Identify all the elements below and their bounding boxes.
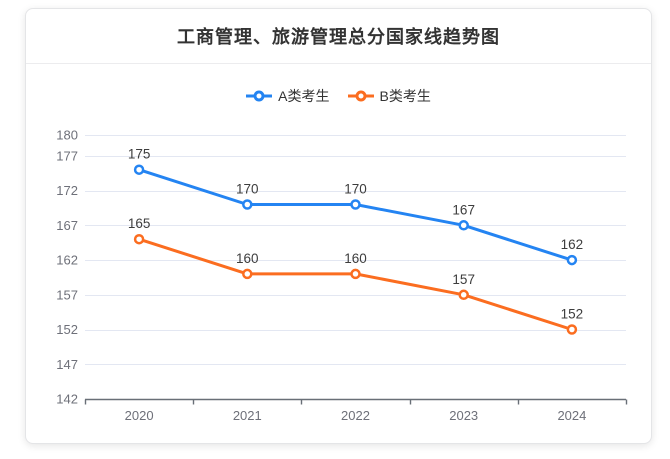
data-label: 175: [128, 147, 151, 162]
legend-label: A类考生: [278, 88, 330, 104]
y-axis-tick-label: 147: [56, 357, 78, 372]
legend-item-a[interactable]: A类考生: [246, 86, 330, 106]
data-point: [133, 164, 145, 175]
y-axis-labels: 142 147 152 157 162 167 172 177 180: [56, 128, 78, 407]
series-a: 175 170 170 167 162: [128, 147, 584, 266]
y-axis-tick-label: 142: [56, 392, 78, 407]
legend-line-marker-icon: [246, 90, 273, 102]
data-point: [458, 289, 469, 301]
y-axis-tick-label: 157: [56, 287, 78, 302]
series-b: 165 160 160 157 152: [128, 216, 584, 335]
data-point: [242, 199, 253, 210]
legend-line-marker-icon: [347, 90, 374, 102]
chart-card: 工商管理、旅游管理总分国家线趋势图 A类考生 B类考生 142 147 152 157 1…: [25, 8, 652, 444]
y-axis-tick-label: 177: [56, 148, 78, 163]
data-label: 152: [561, 307, 584, 322]
data-label: 160: [344, 251, 367, 266]
legend-item-b[interactable]: B类考生: [347, 86, 431, 106]
x-axis-tick-label: 2021: [233, 408, 262, 423]
data-label: 170: [344, 182, 367, 197]
data-label: 167: [452, 202, 475, 217]
data-point: [133, 233, 145, 245]
y-axis-tick-label: 152: [56, 322, 78, 337]
y-axis-tick-label: 172: [56, 183, 78, 198]
data-label: 160: [236, 251, 259, 266]
data-point: [242, 268, 253, 280]
data-point: [458, 220, 469, 231]
x-axis-labels: 2020 2021 2022 2023 2024: [125, 408, 587, 423]
x-axis-tick-label: 2024: [557, 408, 586, 423]
data-point: [350, 199, 361, 210]
data-label: 157: [452, 272, 475, 287]
title-divider: [26, 63, 651, 64]
y-axis-tick-label: 162: [56, 253, 78, 268]
x-axis: [84, 398, 628, 405]
legend-label: B类考生: [379, 88, 431, 104]
chart-legend: A类考生 B类考生: [26, 87, 651, 105]
x-axis-tick-label: 2023: [449, 408, 478, 423]
y-axis-tick-label: 167: [56, 218, 78, 233]
data-label: 165: [128, 216, 151, 231]
data-point: [566, 324, 578, 335]
data-label: 162: [561, 237, 584, 252]
x-axis-tick-label: 2020: [125, 408, 154, 423]
x-axis-tick-label: 2022: [341, 408, 370, 423]
data-label: 170: [236, 182, 259, 197]
y-axis-tick-label: 180: [56, 128, 78, 143]
chart-title: 工商管理、旅游管理总分国家线趋势图: [177, 27, 500, 47]
grid-lines: [85, 135, 626, 365]
data-point: [350, 268, 361, 280]
data-point: [566, 254, 578, 266]
